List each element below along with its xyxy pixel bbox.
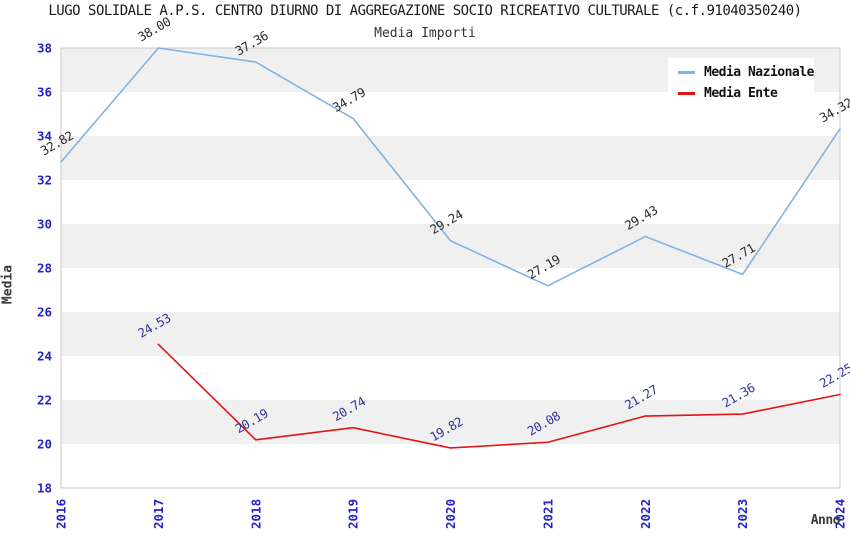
x-tick-label: 2020 (443, 499, 458, 529)
grid-band (61, 400, 840, 444)
x-axis-title: Anno (810, 513, 841, 528)
y-tick-label: 28 (37, 261, 52, 276)
y-tick-label: 38 (37, 41, 52, 56)
x-tick-label: 2018 (248, 499, 263, 529)
legend-swatch-blue-line-icon (678, 71, 695, 74)
y-tick-label: 18 (37, 481, 52, 496)
y-tick-label: 34 (37, 129, 52, 144)
value-label: 38.00 (135, 14, 173, 45)
y-tick-label: 26 (37, 305, 52, 320)
legend-item-media-ente: Media Ente (668, 83, 814, 104)
legend-label-media-ente: Media Ente (704, 86, 778, 101)
x-tick-label: 2022 (638, 499, 653, 529)
grid-band (61, 180, 840, 224)
grid-band (61, 268, 840, 312)
x-tick-label: 2023 (735, 499, 750, 529)
grid-band (61, 136, 840, 180)
plot-border (60, 47, 841, 489)
grid-band (61, 312, 840, 356)
y-tick-label: 36 (37, 85, 52, 100)
chart-title: LUGO SOLIDALE A.P.S. CENTRO DIURNO DI AG… (48, 3, 802, 19)
x-tick-label: 2019 (346, 499, 361, 529)
x-tick-label: 2017 (151, 499, 166, 529)
x-tick-label: 2024 (833, 499, 848, 529)
chart-subtitle: Media Importi (374, 26, 476, 41)
y-tick-label: 22 (37, 393, 52, 408)
grid-band (61, 224, 840, 268)
x-tick-label: 2021 (540, 499, 555, 529)
y-tick-label: 30 (37, 217, 52, 232)
y-tick-label: 32 (37, 173, 52, 188)
series-line-media-ente (157, 343, 841, 449)
chart-legend: Media Nazionale Media Ente (668, 58, 814, 108)
grid-band (61, 356, 840, 400)
legend-item-media-nazionale: Media Nazionale (668, 62, 814, 83)
y-tick-label: 24 (37, 349, 52, 364)
x-tick-label: 2016 (54, 499, 69, 529)
y-axis-title: Media (0, 264, 16, 305)
grid-band (61, 444, 840, 488)
y-tick-label: 20 (37, 437, 52, 452)
series-line-media-nazionale (60, 47, 841, 287)
legend-label-media-nazionale: Media Nazionale (704, 65, 814, 80)
legend-swatch-red-line-icon (678, 92, 695, 95)
